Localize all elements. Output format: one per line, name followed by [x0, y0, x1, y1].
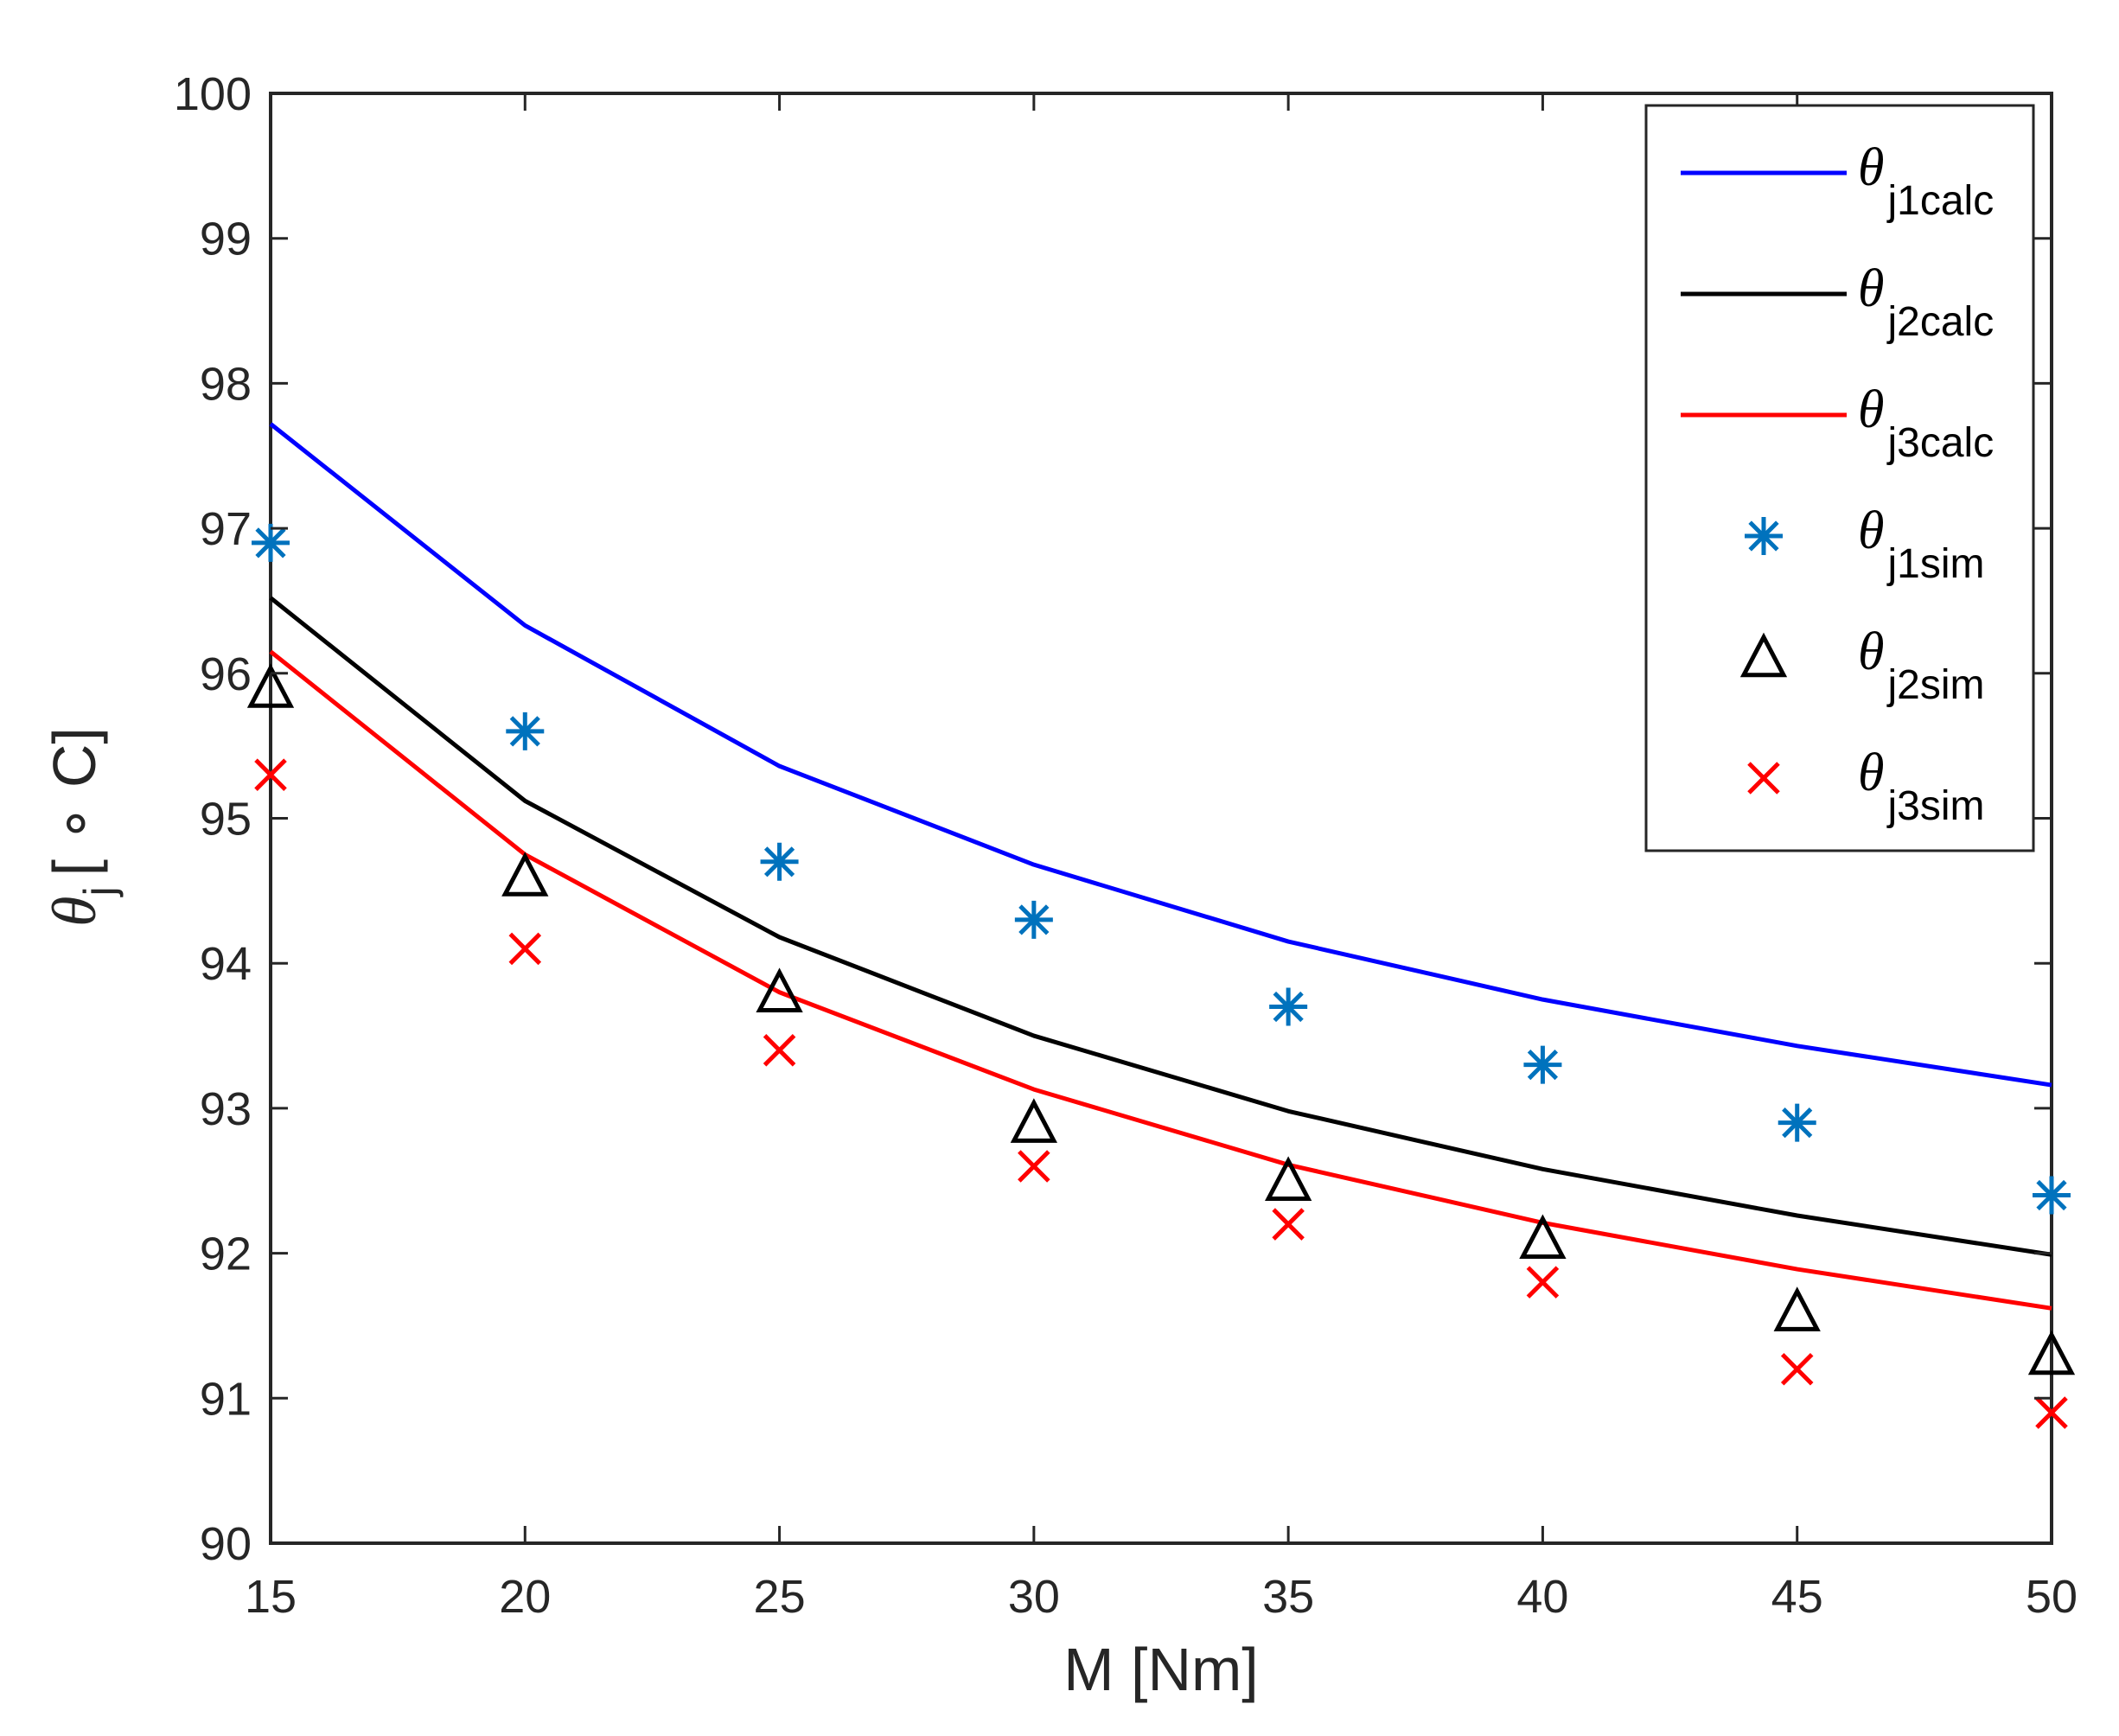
y-tick-label: 95	[200, 794, 252, 846]
data-point-j2sim	[246, 663, 295, 708]
x-tick-label: 35	[1262, 1571, 1314, 1623]
legend-label: θj3calc	[1858, 380, 1994, 466]
data-point-j1sim	[2033, 1176, 2071, 1215]
legend-subscript: j2sim	[1886, 662, 1984, 708]
series-line-j2calc	[269, 596, 2052, 1257]
legend-item-j2calc: θj2calc	[1681, 259, 1994, 345]
legend-subscript: j1sim	[1886, 541, 1984, 587]
data-point-j1sim	[1523, 1045, 1562, 1084]
x-tick-label: 30	[1008, 1571, 1060, 1623]
data-point-j3sim	[1526, 1266, 1560, 1299]
y-tick-label: 90	[200, 1518, 252, 1570]
data-point-j1sim	[1269, 987, 1308, 1026]
data-point-j2sim	[501, 852, 549, 897]
data-point-j3sim	[1272, 1208, 1305, 1241]
data-point-j1sim	[506, 712, 545, 750]
data-point-j2sim	[1265, 1156, 1312, 1201]
data-point-j1sim	[252, 523, 290, 562]
y-axis-unit: [ ∘ C]	[41, 727, 108, 876]
legend-swatch-marker	[1747, 762, 1780, 795]
legend-item-j3sim: θj3sim	[1747, 744, 1984, 829]
x-tick-label: 20	[499, 1571, 551, 1623]
legend-symbol: θ	[1858, 138, 1884, 197]
legend-subscript: j2calc	[1886, 299, 1994, 345]
y-tick-label: 92	[200, 1229, 252, 1280]
data-point-j3sim	[254, 758, 287, 791]
series-line-j1calc	[269, 422, 2052, 1088]
x-axis-title: M [Nm]	[1063, 1636, 1259, 1703]
ticks-layer: 15 20 25 30 35 40 45 50 90 91 92 93 94 95 96 97 98 99 100	[174, 68, 2078, 1623]
y-axis-title: θj [ ∘ C]	[40, 727, 124, 927]
y-axis-label: θj [ ∘ C]	[40, 727, 124, 927]
y-axis-subscript: j	[75, 886, 124, 897]
legend-label: θj1sim	[1858, 501, 1984, 587]
data-point-j3sim	[1780, 1352, 1814, 1386]
x-tick-label: 15	[245, 1571, 297, 1623]
legend-box	[1644, 104, 2035, 852]
x-tick-label: 50	[2026, 1571, 2078, 1623]
legend-subscript: j3sim	[1886, 783, 1984, 829]
legend-symbol: θ	[1858, 259, 1884, 318]
legend-subscript: j1calc	[1886, 178, 1994, 224]
x-tick-label: 25	[754, 1571, 806, 1623]
legend-label: θj1calc	[1858, 138, 1994, 224]
data-point-j2sim	[2027, 1330, 2076, 1375]
series-j2calc	[269, 596, 2052, 1257]
series-line-j3calc	[269, 649, 2052, 1311]
data-point-j3sim	[1018, 1150, 1050, 1183]
legend-swatch-marker	[1739, 632, 1788, 678]
y-tick-label: 91	[200, 1373, 252, 1425]
series-j1calc	[269, 422, 2052, 1088]
legend-symbol: θ	[1858, 380, 1884, 439]
legend-item-j1sim: θj1sim	[1745, 501, 1984, 587]
legend-symbol: θ	[1858, 744, 1884, 802]
data-point-j1sim	[1014, 900, 1053, 939]
data-point-j3sim	[2035, 1396, 2068, 1429]
series-j3calc	[269, 649, 2052, 1311]
y-tick-label: 100	[174, 68, 252, 120]
y-tick-label: 97	[200, 503, 252, 555]
data-point-j1sim	[760, 842, 799, 881]
data-point-j2sim	[756, 967, 803, 1012]
data-point-j3sim	[763, 1034, 796, 1067]
y-tick-label: 99	[200, 214, 252, 265]
legend-symbol: θ	[1858, 501, 1884, 560]
series-j2sim	[246, 663, 2076, 1375]
data-point-j3sim	[508, 932, 542, 966]
data-point-j2sim	[1773, 1286, 1821, 1331]
legend-item-j3calc: θj3calc	[1681, 380, 1994, 466]
data-point-j1sim	[1778, 1103, 1816, 1142]
y-axis-symbol: θ	[40, 896, 109, 926]
series-j3sim	[254, 758, 2068, 1429]
legend-label: θj3sim	[1858, 744, 1984, 829]
data-point-j2sim	[1519, 1214, 1567, 1260]
y-tick-label: 93	[200, 1083, 252, 1135]
y-tick-label: 94	[200, 938, 252, 990]
y-tick-label: 98	[200, 358, 252, 410]
x-tick-label: 45	[1771, 1571, 1823, 1623]
series-j1sim	[252, 523, 2071, 1215]
legend-item-j1calc: θj1calc	[1681, 138, 1994, 224]
legend-symbol: θ	[1858, 622, 1884, 681]
series-layer	[246, 422, 2076, 1429]
legend-swatch-marker	[1745, 517, 1783, 555]
legend-label: θj2sim	[1858, 622, 1984, 708]
x-tick-label: 40	[1516, 1571, 1568, 1623]
legend-label: θj2calc	[1858, 259, 1994, 345]
data-point-j2sim	[1010, 1098, 1057, 1143]
legend-subscript: j3calc	[1886, 420, 1994, 466]
y-tick-label: 96	[200, 648, 252, 700]
legend-item-j2sim: θj2sim	[1739, 622, 1984, 708]
